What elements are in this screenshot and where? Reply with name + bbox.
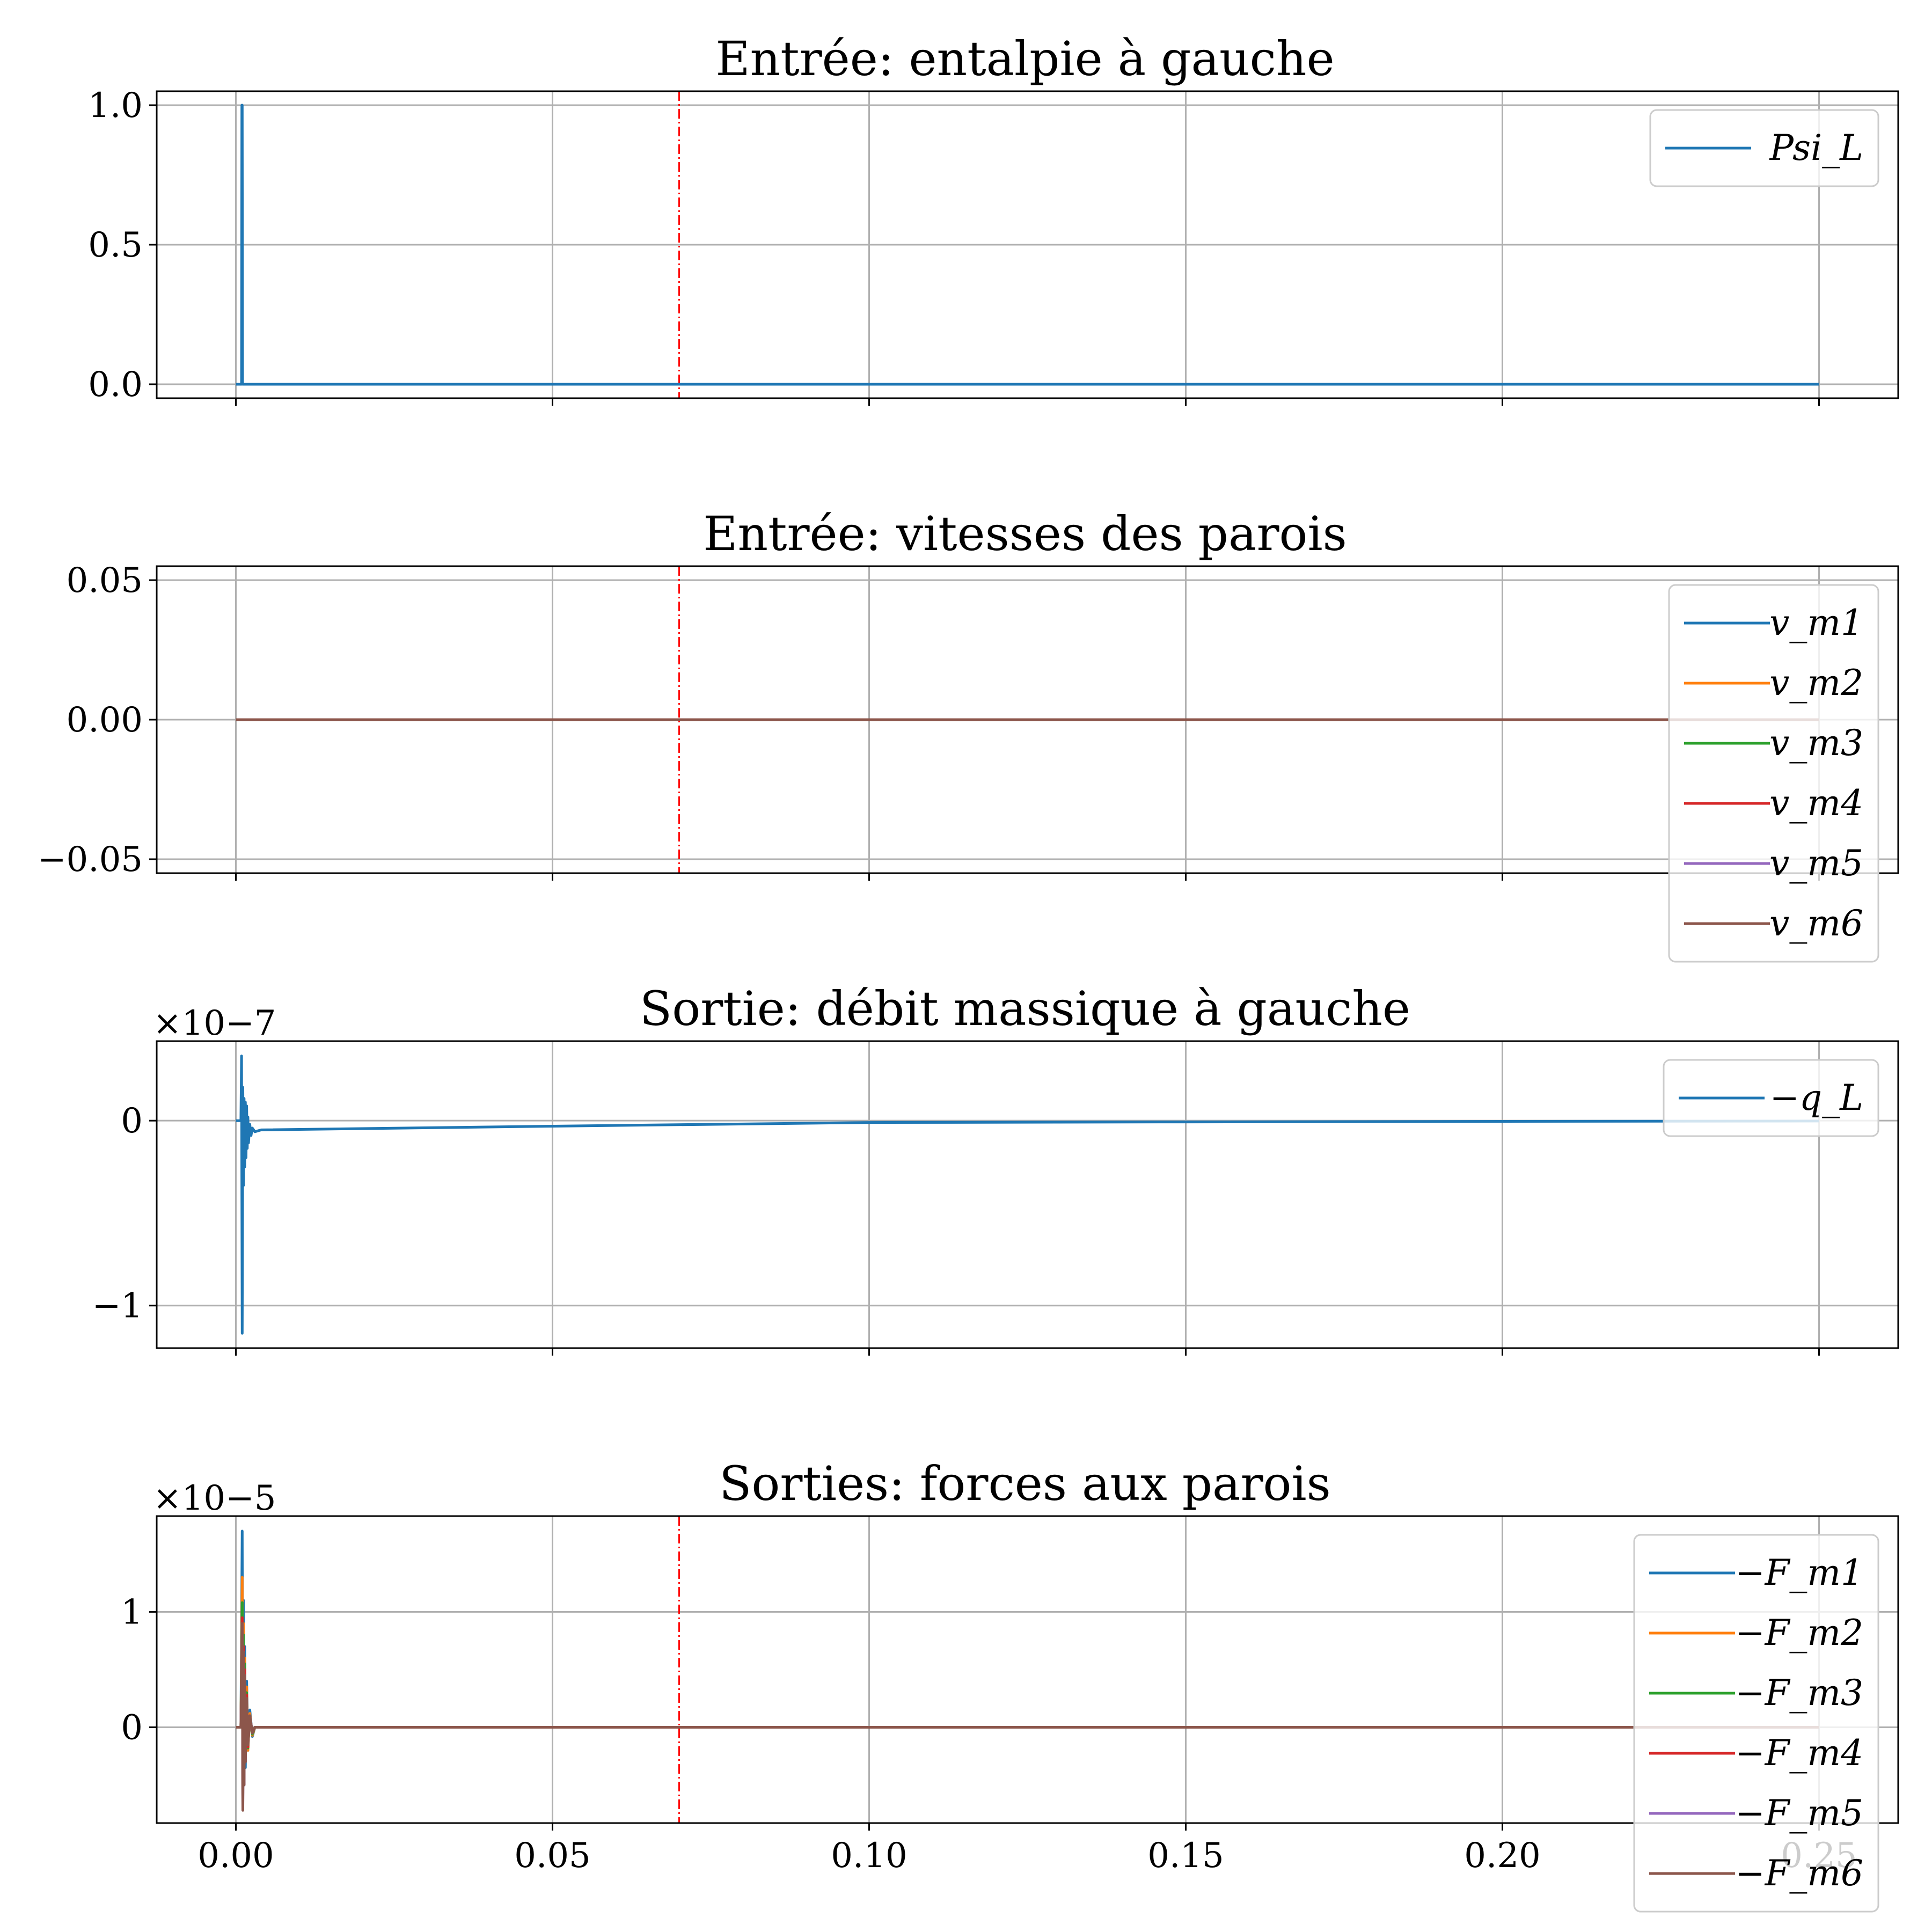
series-line-−q_L xyxy=(236,1055,1819,1335)
y-offset-label: ×10−7 xyxy=(153,1004,276,1043)
series-line-Psi_L xyxy=(236,104,1819,386)
axes-frame xyxy=(156,1515,1899,1824)
legend-box xyxy=(1668,584,1879,963)
y-tick-label: 0.0 xyxy=(88,365,143,405)
legend-box xyxy=(1633,1534,1879,1913)
series-group xyxy=(236,1055,1819,1335)
legend-label: v_m1 xyxy=(1769,602,1863,643)
y-tick-label: 0.00 xyxy=(67,700,143,740)
panel-title: Entrée: entalpie à gauche xyxy=(715,31,1334,86)
legend-label: −q_L xyxy=(1770,1077,1863,1118)
y-tick-label: −0.05 xyxy=(38,840,143,880)
x-tick-label: 0.15 xyxy=(1147,1836,1224,1876)
y-tick-label: −1 xyxy=(92,1286,143,1326)
panel-title: Entrée: vitesses des parois xyxy=(703,506,1347,561)
y-tick-label: 0 xyxy=(121,1101,143,1141)
series-line-−F_m5 xyxy=(236,1622,1819,1810)
legend-label: v_m4 xyxy=(1769,782,1863,824)
series-line-−F_m4 xyxy=(236,1616,1819,1804)
legend-label: v_m2 xyxy=(1769,662,1863,704)
panel-title: Sorties: forces aux parois xyxy=(719,1456,1331,1511)
x-tick-label: 0.05 xyxy=(514,1836,591,1876)
legend-label: −F_m1 xyxy=(1735,1552,1863,1593)
legend-label: v_m6 xyxy=(1769,903,1863,944)
series-line-−F_m1 xyxy=(236,1529,1819,1798)
panel-wall-forces-output: Sorties: forces aux parois ×10−5 0.00 0.0… xyxy=(121,1456,1899,1913)
x-tick-label: 0.00 xyxy=(197,1836,274,1876)
legend-box xyxy=(1649,109,1879,187)
legend-label: −F_m6 xyxy=(1735,1853,1863,1894)
series-group xyxy=(236,104,1819,386)
legend-label: −F_m5 xyxy=(1735,1792,1863,1834)
series-line-−F_m6 xyxy=(236,1622,1819,1812)
legend: −F_m1 −F_m2 −F_m3 −F_m4 −F_m5 −F_m6 xyxy=(1633,1534,1879,1913)
x-tick-label: 0.20 xyxy=(1464,1836,1541,1876)
series-line-−F_m2 xyxy=(236,1576,1819,1792)
axes-frame xyxy=(156,1040,1899,1349)
legend: Psi_L xyxy=(1649,109,1879,187)
legend-label: −F_m3 xyxy=(1735,1672,1863,1714)
legend-label: −F_m2 xyxy=(1735,1612,1863,1653)
legend-label: v_m5 xyxy=(1769,843,1863,884)
panel-mass-flow-output: Sortie: débit massique à gauche ×10−7 −1… xyxy=(92,981,1899,1356)
legend-label: v_m3 xyxy=(1769,722,1863,764)
legend-box xyxy=(1663,1059,1879,1137)
y-tick-label: 0.05 xyxy=(67,561,143,601)
axes-frame xyxy=(156,90,1899,399)
x-tick-label: 0.10 xyxy=(831,1836,908,1876)
panel-enthalpy-input: Entrée: entalpie à gauche 0.0 0.5 1.0 Psi_L xyxy=(88,31,1899,406)
legend-label: −F_m4 xyxy=(1735,1732,1863,1774)
y-tick-label: 0 xyxy=(121,1708,143,1748)
y-tick-label: 1 xyxy=(121,1592,143,1632)
panel-title: Sortie: débit massique à gauche xyxy=(640,981,1410,1036)
y-tick-label: 0.5 xyxy=(88,225,143,265)
series-group xyxy=(236,1529,1819,1812)
legend: v_m1 v_m2 v_m3 v_m4 v_m5 v_m6 xyxy=(1668,584,1879,963)
y-offset-label: ×10−5 xyxy=(153,1479,276,1518)
axes-frame xyxy=(156,565,1899,874)
series-line-−F_m3 xyxy=(236,1601,1819,1798)
panel-wall-velocity-input: Entrée: vitesses des parois −0.05 0.00 0.0… xyxy=(38,506,1899,963)
legend-label: Psi_L xyxy=(1769,127,1863,169)
legend: −q_L xyxy=(1663,1059,1879,1137)
y-tick-label: 1.0 xyxy=(88,86,143,126)
